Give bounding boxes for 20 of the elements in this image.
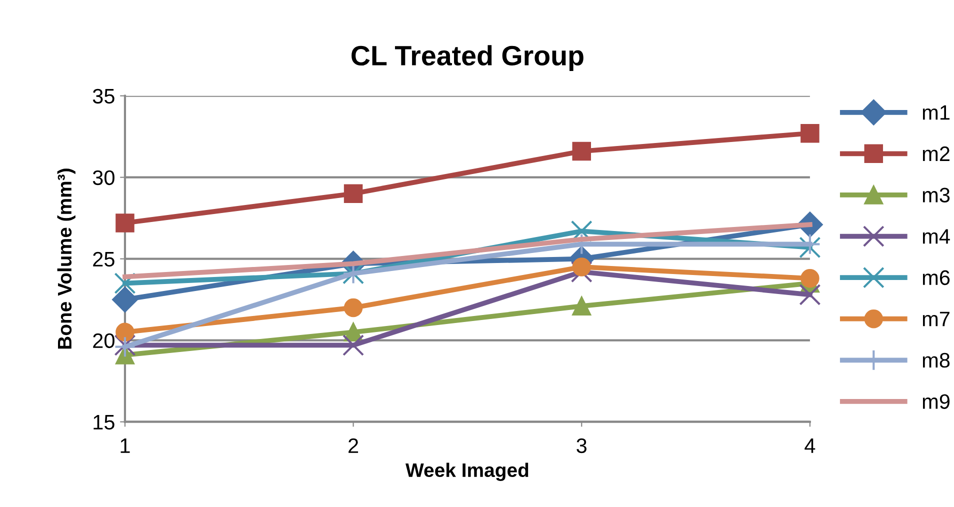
x-tick-label: 4 xyxy=(804,438,816,453)
chart-title: CL Treated Group xyxy=(352,45,584,72)
legend-label: m1 xyxy=(922,105,950,120)
x-tick-label: 3 xyxy=(576,438,586,454)
y-axis-title: Bone Volume (mm³) xyxy=(57,168,76,349)
y-tick-label: 35 xyxy=(92,88,114,104)
legend-label: m6 xyxy=(922,270,950,286)
y-tick-label: 30 xyxy=(92,170,114,186)
x-tick-label: 2 xyxy=(348,438,358,453)
legend-label: m4 xyxy=(922,229,950,244)
x-tick-label: 1 xyxy=(120,438,130,453)
legend-label: m7 xyxy=(922,312,950,326)
y-tick-label: 15 xyxy=(94,415,114,430)
y-tick-label: 20 xyxy=(93,333,114,348)
x-axis-title: Week Imaged xyxy=(406,462,528,481)
legend-label: m8 xyxy=(922,352,950,368)
legend-label: m9 xyxy=(922,394,950,409)
legend-label: m2 xyxy=(922,146,950,161)
legend-label: m3 xyxy=(922,188,950,202)
y-tick-label: 25 xyxy=(93,252,114,267)
